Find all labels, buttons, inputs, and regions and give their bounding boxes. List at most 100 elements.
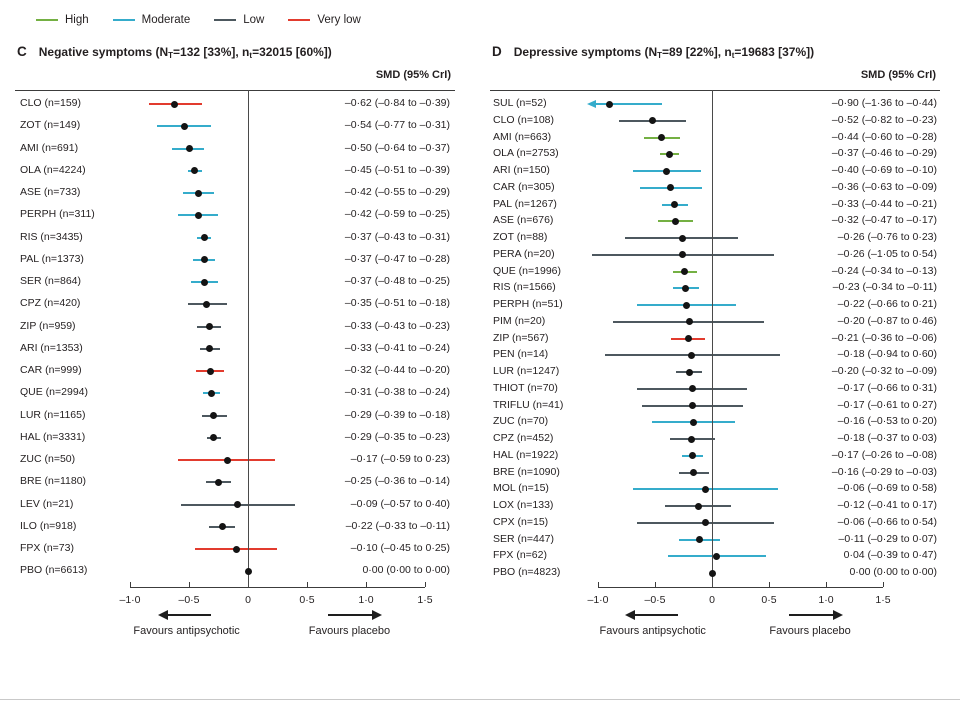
- drug-label: AMI (n=691): [20, 141, 79, 154]
- smd-column-header: SMD (95% CrI): [860, 69, 936, 81]
- panel-letter: D: [492, 44, 502, 59]
- smd-value: –0·17 (–0·26 to –0·08): [831, 448, 937, 461]
- drug-label: FPX (n=62): [493, 549, 547, 562]
- smd-value: –0·32 (–0·47 to –0·17): [831, 214, 937, 227]
- drug-label: PEN (n=14): [493, 348, 549, 361]
- smd-value: –0·16 (–0·29 to –0·03): [831, 465, 937, 478]
- drug-label: ZUC (n=50): [20, 453, 76, 465]
- drug-label: SER (n=447): [493, 532, 554, 545]
- drug-label: ASE (n=676): [493, 214, 554, 227]
- smd-value: –0·10 (–0·45 to 0·25): [350, 542, 450, 554]
- drug-label: LUR (n=1247): [493, 365, 560, 377]
- drug-label: ZIP (n=959): [20, 319, 76, 332]
- smd-value: –0·22 (–0·33 to –0·11): [345, 519, 450, 532]
- favours-placebo-arrow: [328, 614, 373, 616]
- point-estimate-dot: [191, 167, 199, 175]
- smd-value: –0·52 (–0·82 to –0·23): [831, 113, 937, 126]
- smd-value: –0·26 (–1·05 to 0·54): [837, 247, 937, 260]
- point-estimate-dot: [210, 434, 218, 442]
- smd-value: –0·31 (–0·38 to –0·24): [344, 386, 450, 399]
- smd-value: –0·62 (–0·84 to –0·39): [344, 97, 450, 109]
- arrow-right-icon: [832, 610, 843, 620]
- point-estimate-dot: [695, 536, 703, 543]
- panel-title: C Negative symptoms (NT=132 [33%], nt=320…: [17, 44, 332, 60]
- axis-tick-label: 1·0: [818, 594, 834, 606]
- very-low-certainty-line-icon: [288, 19, 311, 21]
- smd-value: –0·54 (–0·77 to –0·31): [344, 119, 450, 132]
- legend-item-low: Low: [214, 14, 264, 26]
- smd-value: –0·12 (–0·41 to 0·17): [837, 499, 937, 511]
- drug-label: QUE (n=1996): [493, 264, 561, 277]
- smd-value: –0·42 (–0·55 to –0·29): [344, 186, 450, 198]
- point-estimate-dot: [678, 234, 686, 242]
- smd-value: –0·44 (–0·60 to –0·28): [831, 130, 937, 143]
- drug-label: TRIFLU (n=41): [493, 398, 564, 411]
- point-estimate-dot: [215, 478, 222, 486]
- drug-label: AMI (n=663): [493, 130, 552, 143]
- drug-label: LUR (n=1165): [20, 408, 86, 421]
- axis-tick-label: 0·5: [761, 594, 777, 606]
- drug-label: CAR (n=305): [493, 180, 555, 193]
- drug-label: PERA (n=20): [493, 247, 555, 260]
- drug-label: ILO (n=918): [20, 519, 77, 532]
- x-axis-line: [598, 587, 883, 588]
- smd-value: –0·18 (–0·37 to 0·03): [837, 432, 937, 444]
- point-estimate-dot: [205, 345, 213, 353]
- drug-label: CPZ (n=420): [20, 297, 81, 310]
- legend-item-moderate: Moderate: [112, 14, 190, 26]
- favours-placebo-label: Favours placebo: [308, 625, 391, 637]
- point-estimate-dot: [171, 100, 179, 108]
- drug-label: ZOT (n=88): [493, 231, 548, 243]
- axis-tick-label: 1·5: [417, 594, 433, 606]
- smd-value: –0·17 (–0·66 to 0·31): [837, 381, 937, 394]
- smd-column-header: SMD (95% CrI): [375, 69, 451, 81]
- drug-label: PBO (n=6613): [20, 564, 88, 577]
- axis-tick: [825, 582, 827, 587]
- point-estimate-dot: [678, 251, 686, 259]
- point-estimate-dot: [605, 100, 613, 108]
- legend-label: Very low: [317, 14, 361, 26]
- footer-divider: [0, 699, 960, 700]
- axis-tick: [597, 582, 599, 587]
- smd-value: –0·17 (–0·59 to 0·23): [350, 453, 450, 465]
- point-estimate-dot: [244, 567, 252, 575]
- point-estimate-dot: [224, 456, 232, 464]
- drug-label: CPX (n=15): [493, 515, 549, 528]
- point-estimate-dot: [205, 323, 213, 330]
- smd-value: –0·33 (–0·43 to –0·23): [344, 319, 450, 332]
- subscript: t: [731, 51, 735, 60]
- drug-label: SUL (n=52): [493, 97, 547, 109]
- smd-value: –0·24 (–0·34 to –0·13): [831, 264, 937, 277]
- smd-value: –0·09 (–0·57 to 0·40): [350, 497, 450, 510]
- smd-value: –0·35 (–0·51 to –0·18): [344, 297, 450, 310]
- point-estimate-dot: [207, 389, 215, 397]
- low-certainty-line-icon: [214, 19, 237, 21]
- point-estimate-dot: [200, 234, 208, 241]
- drug-label: PIM (n=20): [493, 314, 546, 327]
- forest-plot-area: SUL (n=52) –0·90 (–1·36 to –0·44) CLO (n=1…: [490, 40, 940, 652]
- smd-value: –0·22 (–0·66 to 0·21): [837, 298, 937, 310]
- drug-label: CLO (n=159): [20, 97, 81, 109]
- smd-value: 0·04 (–0·39 to 0·47): [843, 549, 937, 562]
- point-estimate-dot: [194, 211, 202, 219]
- axis-tick: [365, 582, 367, 587]
- point-estimate-dot: [185, 145, 193, 152]
- point-estimate-dot: [682, 284, 690, 292]
- point-estimate-dot: [649, 117, 657, 125]
- axis-tick: [768, 582, 770, 587]
- drug-label: FPX (n=73): [20, 542, 74, 554]
- axis-tick-label: 0: [245, 594, 251, 606]
- smd-value: –0·36 (–0·63 to –0·09): [831, 180, 937, 193]
- axis-tick-label: 0·5: [299, 594, 315, 606]
- smd-value: –0·37 (–0·48 to –0·25): [344, 275, 450, 287]
- drug-label: HAL (n=3331): [20, 430, 86, 443]
- point-estimate-dot: [203, 300, 211, 308]
- point-estimate-dot: [687, 351, 695, 359]
- smd-value: –0·90 (–1·36 to –0·44): [831, 97, 937, 109]
- point-estimate-dot: [658, 134, 666, 141]
- drug-label: ARI (n=1353): [20, 341, 83, 354]
- point-estimate-dot: [689, 452, 697, 460]
- drug-label: BRE (n=1090): [493, 465, 560, 478]
- smd-value: –0·20 (–0·87 to 0·46): [837, 314, 937, 327]
